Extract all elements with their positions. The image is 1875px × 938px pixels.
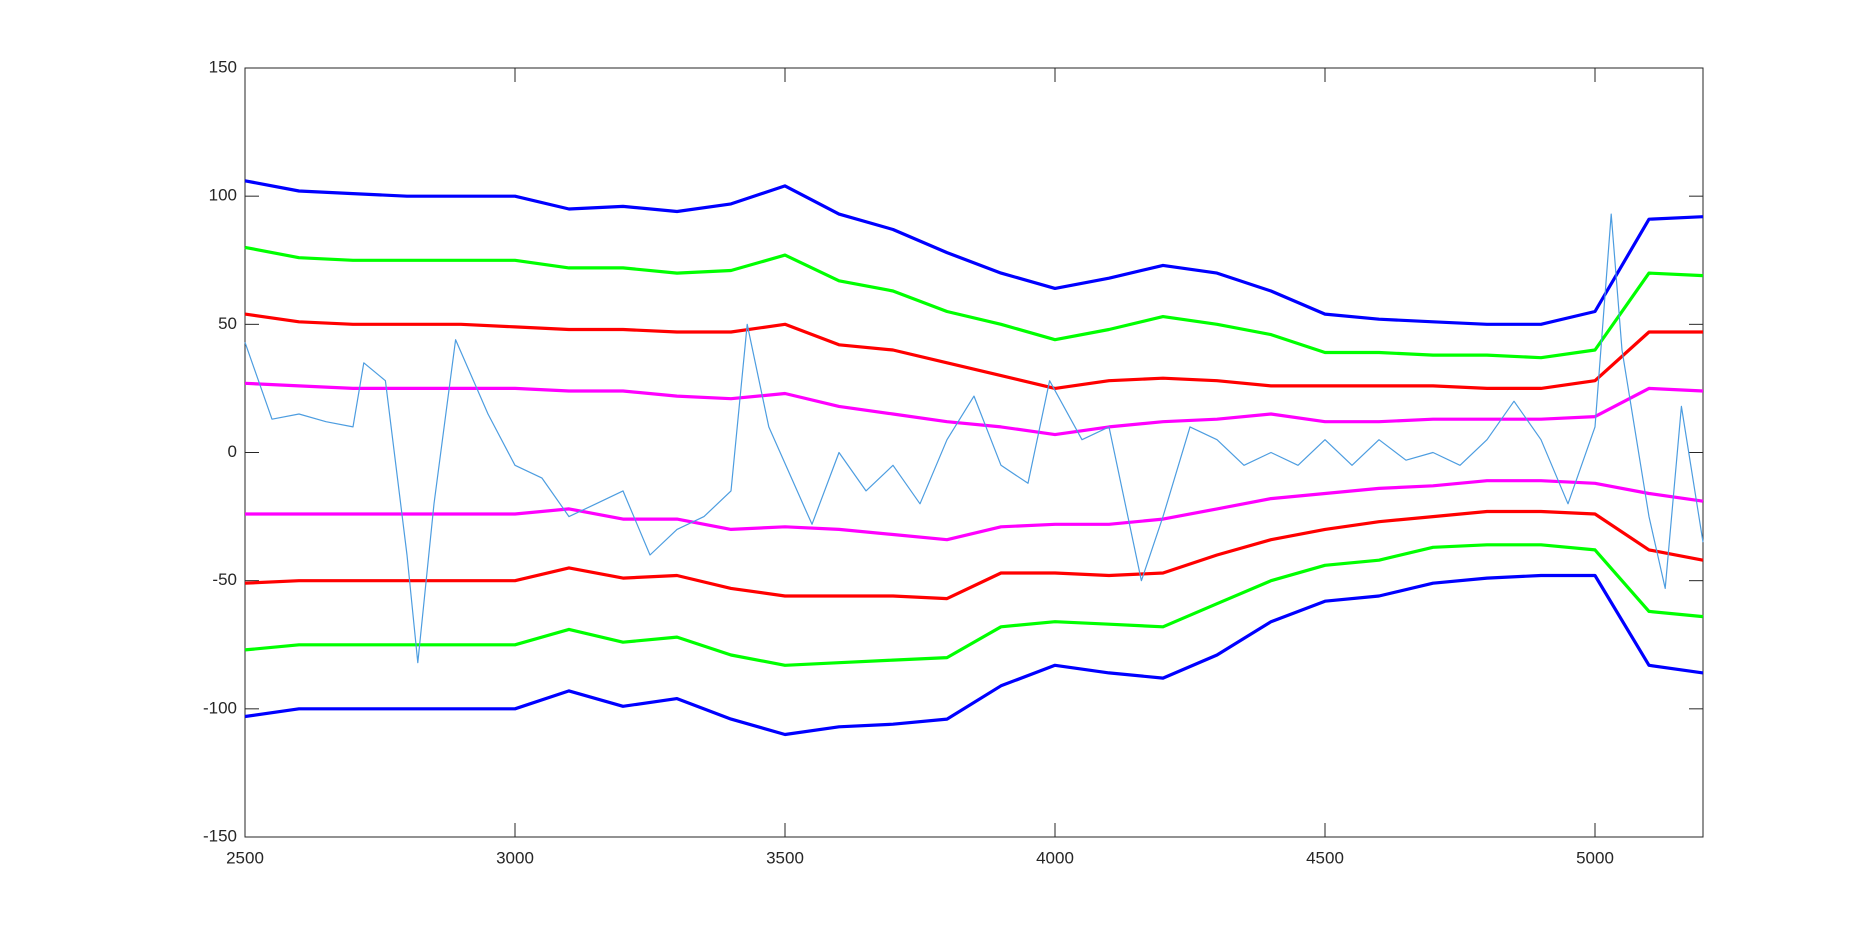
x-tick-label: 4500 <box>1306 848 1344 867</box>
series-line <box>244 179 1704 326</box>
y-tick-label: 100 <box>209 186 237 205</box>
series-line <box>244 509 1704 601</box>
series-line <box>244 543 1704 667</box>
y-tick-label: 50 <box>218 314 237 333</box>
series-line <box>244 312 1703 390</box>
x-tick-label: 5000 <box>1576 848 1614 867</box>
y-tick-label: 150 <box>209 57 237 76</box>
y-tick-label: -100 <box>203 698 237 717</box>
series-line <box>244 245 1704 360</box>
x-tick-label: 2500 <box>226 848 264 867</box>
series-line <box>244 381 1704 437</box>
x-tick-label: 3000 <box>496 848 534 867</box>
plot-area <box>244 67 1704 838</box>
series-line <box>245 479 1704 542</box>
series-line <box>244 213 1704 664</box>
x-tick-label: 4000 <box>1036 848 1074 867</box>
y-tick-label: -50 <box>212 570 237 589</box>
series-line <box>244 573 1704 737</box>
y-tick-label: 0 <box>228 442 237 461</box>
x-tick-label: 3500 <box>766 848 804 867</box>
y-tick-label: -150 <box>203 826 237 845</box>
